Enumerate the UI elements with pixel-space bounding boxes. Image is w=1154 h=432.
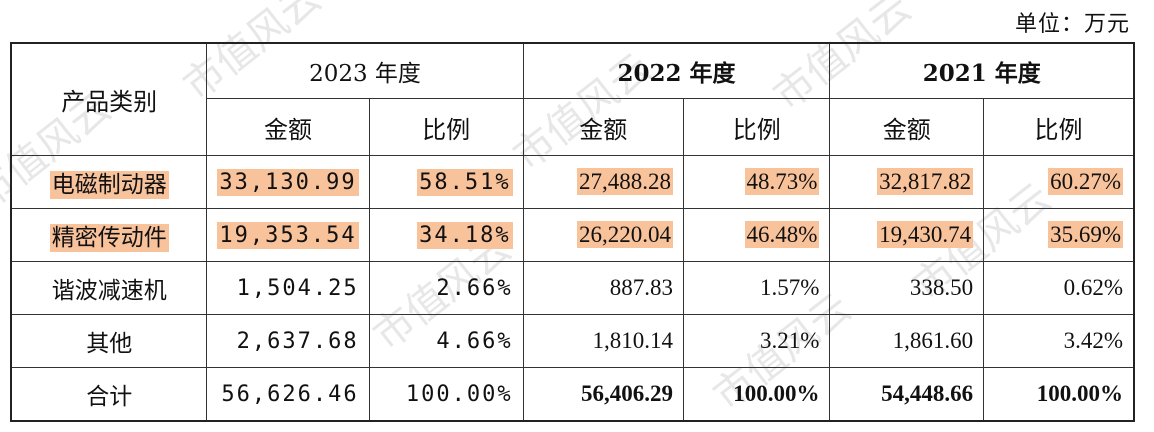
header-ratio-2022: 比例 xyxy=(682,98,831,156)
ratio-cell: 100.00% xyxy=(368,367,524,422)
amount-cell: 56,406.29 xyxy=(522,367,684,422)
header-amount-2022: 金额 xyxy=(522,98,684,156)
header-ratio-2021: 比例 xyxy=(983,98,1135,156)
amount-cell: 19,430.74 xyxy=(877,221,974,248)
amount-cell: 54,448.66 xyxy=(829,367,985,422)
table-row: 电磁制动器 33,130.99 58.51% 27,488.28 48.73% … xyxy=(10,155,1135,209)
amount-cell: 32,817.82 xyxy=(877,168,974,195)
header-year-2021: 2021 年度 xyxy=(829,42,1135,99)
amount-cell: 1,504.25 xyxy=(206,261,370,315)
header-year-2023: 2023 年度 xyxy=(206,42,524,99)
amount-cell: 1,861.60 xyxy=(829,314,985,368)
table-row: 其他 2,637.68 4.66% 1,810.14 3.21% 1,861.6… xyxy=(10,314,1135,368)
ratio-cell: 60.27% xyxy=(1048,168,1123,195)
ratio-cell: 2.66% xyxy=(368,261,524,315)
ratio-cell: 0.62% xyxy=(983,261,1135,315)
amount-cell: 887.83 xyxy=(522,261,684,315)
total-row: 合计 56,626.46 100.00% 56,406.29 100.00% 5… xyxy=(10,367,1135,422)
row-category: 谐波减速机 xyxy=(10,261,208,315)
row-category: 精密传动件 xyxy=(49,224,169,252)
product-revenue-table: 产品类别 2023 年度 2022 年度 2021 年度 金额 比例 金额 比例… xyxy=(10,42,1135,422)
ratio-cell: 100.00% xyxy=(983,367,1135,422)
table-row: 精密传动件 19,353.54 34.18% 26,220.04 46.48% … xyxy=(10,208,1135,262)
amount-cell: 19,353.54 xyxy=(217,221,359,249)
ratio-cell: 1.57% xyxy=(682,261,831,315)
header-amount-2023: 金额 xyxy=(206,98,370,156)
header-ratio-2023: 比例 xyxy=(368,98,524,156)
total-label: 合计 xyxy=(10,367,208,422)
ratio-cell: 100.00% xyxy=(682,367,831,422)
unit-label: 单位：万元 xyxy=(1014,12,1130,37)
amount-cell: 338.50 xyxy=(829,261,985,315)
ratio-cell: 4.66% xyxy=(368,314,524,368)
ratio-cell: 58.51% xyxy=(417,168,513,196)
ratio-cell: 35.69% xyxy=(1048,221,1123,248)
table-row: 谐波减速机 1,504.25 2.66% 887.83 1.57% 338.50… xyxy=(10,261,1135,315)
ratio-cell: 46.48% xyxy=(744,221,820,248)
ratio-cell: 34.18% xyxy=(417,221,513,249)
ratio-cell: 3.42% xyxy=(983,314,1135,368)
ratio-cell: 3.21% xyxy=(682,314,831,368)
amount-cell: 2,637.68 xyxy=(206,314,370,368)
header-row-years: 产品类别 2023 年度 2022 年度 2021 年度 xyxy=(10,42,1135,156)
header-amount-2021: 金额 xyxy=(829,98,985,156)
amount-cell: 33,130.99 xyxy=(217,168,359,196)
row-category: 电磁制动器 xyxy=(49,171,169,199)
amount-cell: 56,626.46 xyxy=(206,367,370,422)
amount-cell: 26,220.04 xyxy=(576,221,673,248)
header-category: 产品类别 xyxy=(10,42,208,156)
ratio-cell: 48.73% xyxy=(744,168,820,195)
amount-cell: 27,488.28 xyxy=(576,168,673,195)
row-category: 其他 xyxy=(10,314,208,368)
amount-cell: 1,810.14 xyxy=(522,314,684,368)
header-year-2022: 2022 年度 xyxy=(522,42,831,99)
